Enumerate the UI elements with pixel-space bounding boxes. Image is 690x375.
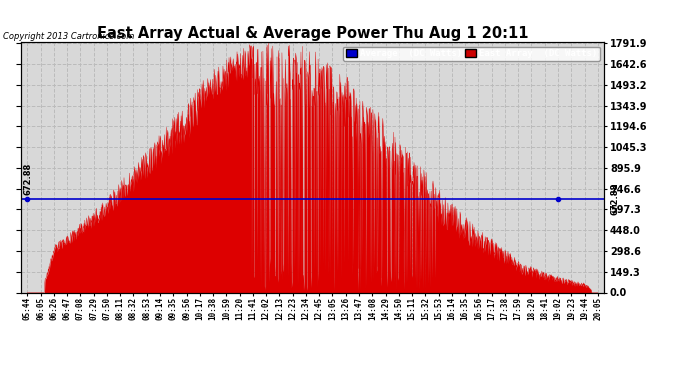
- Legend: Average  (DC Watts), East Array  (DC Watts): Average (DC Watts), East Array (DC Watts…: [344, 46, 600, 61]
- Text: 672.88: 672.88: [610, 182, 620, 214]
- Text: Copyright 2013 Cartronics.com: Copyright 2013 Cartronics.com: [3, 32, 135, 41]
- Title: East Array Actual & Average Power Thu Aug 1 20:11: East Array Actual & Average Power Thu Au…: [97, 26, 529, 41]
- Text: 672.88: 672.88: [23, 162, 32, 195]
